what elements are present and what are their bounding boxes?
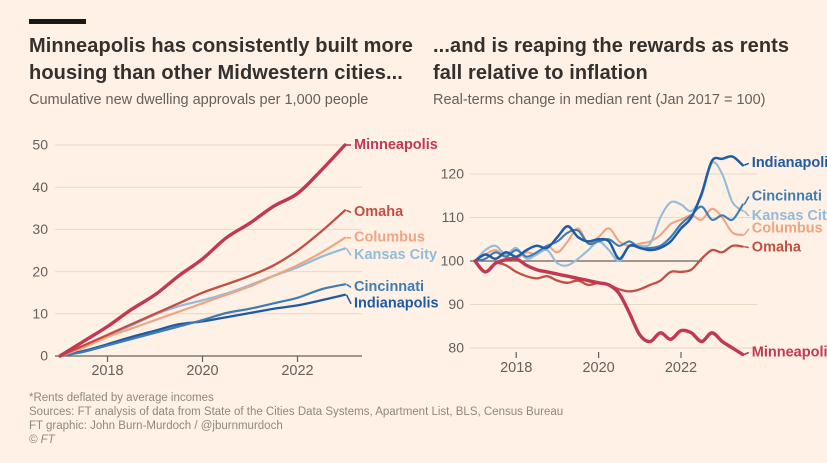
- label-connector-indianapolis: [743, 162, 750, 167]
- right-chart-title-line1: ...and is reaping the rewards as rents: [433, 35, 790, 57]
- series-line-minneapolis: [473, 256, 745, 357]
- right-chart-title: ...and is reaping the rewards as rents f…: [433, 33, 823, 86]
- y-tick-label-40: 40: [32, 179, 48, 195]
- series-label-cincinnati: Cincinnati: [752, 188, 822, 204]
- label-connector-omaha: [346, 209, 352, 214]
- footnote: *Rents deflated by average incomes: [29, 392, 214, 404]
- left-chart-title-line1: Minneapolis has consistently built more: [29, 35, 413, 57]
- left-chart-title: Minneapolis has consistently built more …: [29, 33, 427, 86]
- label-connector-kansas-city: [345, 247, 352, 256]
- x-tick-label-2018: 2018: [500, 360, 532, 376]
- series-label-kansas-city: Kansas City: [752, 208, 827, 224]
- y-tick-label-10: 10: [32, 306, 48, 322]
- y-tick-label-120: 120: [441, 166, 465, 182]
- y-tick-label-20: 20: [32, 263, 48, 279]
- credit-line: FT graphic: John Burn-Murdoch / @jburnmu…: [29, 420, 283, 432]
- series-line-omaha: [58, 209, 347, 358]
- series-label-indianapolis: Indianapolis: [354, 296, 439, 312]
- series-label-columbus: Columbus: [752, 221, 823, 237]
- x-tick-label-2022: 2022: [281, 363, 313, 379]
- x-tick-label-2020: 2020: [582, 360, 614, 376]
- sources-line: Sources: FT analysis of data from State …: [29, 406, 564, 418]
- right-chart-title-line2: fall relative to inflation: [433, 61, 648, 84]
- copyright-line: © FT: [29, 434, 55, 446]
- series-line-indianapolis: [58, 293, 347, 358]
- y-tick-label-100: 100: [441, 253, 465, 269]
- y-tick-label-50: 50: [32, 137, 48, 153]
- series-label-minneapolis: Minneapolis: [752, 344, 827, 360]
- x-tick-label-2020: 2020: [186, 363, 218, 379]
- ft-accent-bar: [29, 19, 86, 24]
- label-connector-omaha: [744, 245, 749, 249]
- left-chart: 0 10 20 30 40 50 2018 2020 2022 Minneapolis Omaha C…: [32, 137, 439, 379]
- label-connector-indianapolis: [345, 294, 352, 305]
- series-line-columbus: [473, 207, 744, 263]
- series-label-omaha: Omaha: [354, 204, 404, 220]
- x-tick-label-2022: 2022: [665, 360, 697, 376]
- series-line-indianapolis: [473, 155, 745, 263]
- label-connector-cincinnati: [743, 196, 750, 205]
- series-label-columbus: Columbus: [354, 230, 425, 246]
- y-tick-label-30: 30: [32, 221, 48, 237]
- left-chart-subtitle: Cumulative new dwelling approvals per 1,…: [29, 92, 369, 108]
- label-connector-columbus: [743, 228, 750, 236]
- y-tick-label-90: 90: [448, 296, 464, 312]
- label-connector-cincinnati: [346, 283, 352, 288]
- series-label-minneapolis: Minneapolis: [354, 137, 438, 153]
- left-chart-title-line2: housing than other Midwestern cities...: [29, 61, 403, 84]
- x-tick-label-2018: 2018: [91, 363, 123, 379]
- series-label-indianapolis: Indianapolis: [752, 155, 827, 171]
- series-label-cincinnati: Cincinnati: [354, 279, 424, 295]
- chart-footer: *Rents deflated by average incomes Sourc…: [29, 391, 563, 447]
- series-line-cincinnati: [58, 283, 347, 358]
- series-line-columbus: [58, 236, 347, 358]
- series-label-omaha: Omaha: [752, 239, 802, 255]
- series-line-minneapolis: [58, 143, 347, 358]
- right-chart-subtitle: Real-terms change in median rent (Jan 20…: [433, 92, 766, 108]
- y-tick-label-110: 110: [442, 209, 465, 225]
- label-connector-minneapolis: [743, 351, 750, 356]
- right-chart: 80 90 100 110 120 2018 2020 2022 Indianapolis Cin…: [441, 155, 827, 376]
- series-label-kansas-city: Kansas City: [354, 247, 437, 263]
- y-tick-label-80: 80: [448, 340, 464, 356]
- series-line-cincinnati: [473, 203, 744, 263]
- label-connector-kansas-city: [743, 210, 750, 217]
- gridlines: [55, 144, 362, 315]
- y-tick-label-0: 0: [40, 348, 48, 364]
